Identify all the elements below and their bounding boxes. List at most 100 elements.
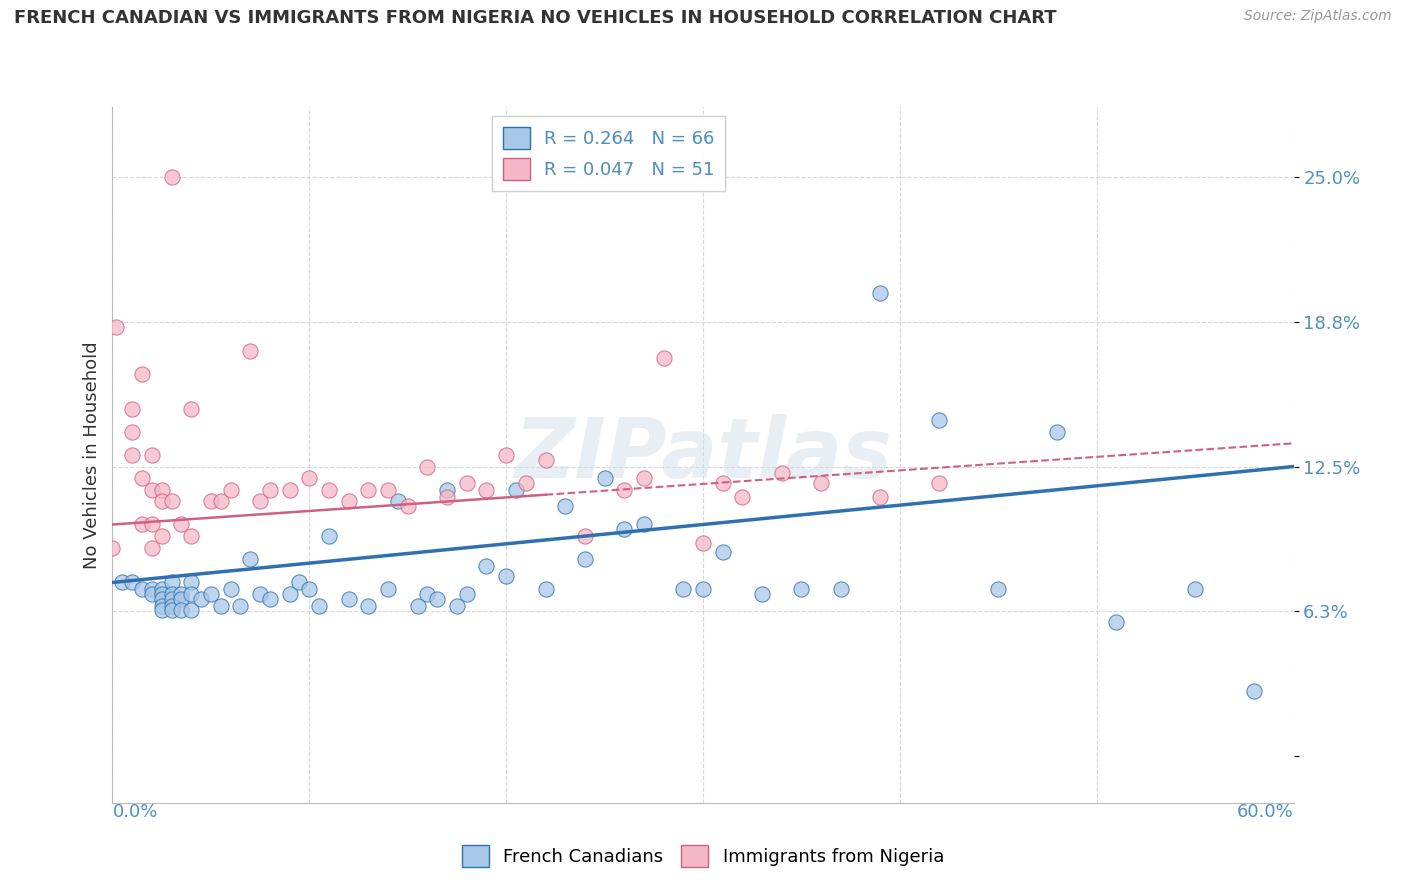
Point <box>150 599 173 613</box>
Point <box>160 169 183 184</box>
Point <box>495 448 517 462</box>
Point <box>111 575 134 590</box>
Point <box>141 448 163 462</box>
Point <box>337 591 360 606</box>
Point <box>505 483 527 497</box>
Point <box>141 541 163 555</box>
Point <box>869 285 891 300</box>
Point <box>170 603 193 617</box>
Point <box>121 401 143 416</box>
Point <box>711 545 734 559</box>
Point <box>298 582 321 597</box>
Point <box>692 582 714 597</box>
Point <box>131 517 153 532</box>
Y-axis label: No Vehicles in Household: No Vehicles in Household <box>83 341 101 569</box>
Text: Source: ZipAtlas.com: Source: ZipAtlas.com <box>1244 9 1392 23</box>
Point <box>377 483 399 497</box>
Point <box>377 582 399 597</box>
Point <box>239 552 262 566</box>
Point <box>416 459 439 474</box>
Point <box>652 351 675 365</box>
Point <box>141 517 163 532</box>
Point <box>692 536 714 550</box>
Point <box>288 575 311 590</box>
Point <box>554 499 576 513</box>
Point <box>150 483 173 497</box>
Point <box>180 401 202 416</box>
Point <box>387 494 409 508</box>
Point <box>426 591 449 606</box>
Point <box>141 483 163 497</box>
Point <box>200 587 222 601</box>
Point <box>495 568 517 582</box>
Point <box>131 471 153 485</box>
Point <box>180 575 202 590</box>
Text: 0.0%: 0.0% <box>112 803 157 821</box>
Point <box>987 582 1010 597</box>
Point <box>1105 615 1128 629</box>
Point <box>170 591 193 606</box>
Legend: French Canadians, Immigrants from Nigeria: French Canadians, Immigrants from Nigeri… <box>454 838 952 874</box>
Point <box>105 320 128 334</box>
Point <box>170 587 193 601</box>
Legend: R = 0.264   N = 66, R = 0.047   N = 51: R = 0.264 N = 66, R = 0.047 N = 51 <box>492 116 725 191</box>
Point <box>160 591 183 606</box>
Point <box>1046 425 1069 439</box>
Text: 60.0%: 60.0% <box>1237 803 1294 821</box>
Point <box>249 587 271 601</box>
Point <box>190 591 212 606</box>
Point <box>613 522 636 536</box>
Point <box>308 599 330 613</box>
Point <box>810 475 832 490</box>
Point <box>209 494 232 508</box>
Point <box>357 599 380 613</box>
Point <box>613 483 636 497</box>
Point <box>830 582 852 597</box>
Point <box>475 483 498 497</box>
Point <box>170 517 193 532</box>
Point <box>219 483 242 497</box>
Point <box>259 483 281 497</box>
Point <box>515 475 537 490</box>
Point <box>574 552 596 566</box>
Point <box>180 603 202 617</box>
Point <box>121 575 143 590</box>
Point <box>456 475 478 490</box>
Point <box>456 587 478 601</box>
Point <box>131 582 153 597</box>
Point <box>790 582 813 597</box>
Text: FRENCH CANADIAN VS IMMIGRANTS FROM NIGERIA NO VEHICLES IN HOUSEHOLD CORRELATION : FRENCH CANADIAN VS IMMIGRANTS FROM NIGER… <box>14 9 1057 27</box>
Point <box>337 494 360 508</box>
Point <box>239 343 262 358</box>
Point <box>475 559 498 574</box>
Point <box>121 425 143 439</box>
Point <box>209 599 232 613</box>
Point <box>436 483 458 497</box>
Point <box>180 529 202 543</box>
Point <box>160 587 183 601</box>
Point <box>318 529 340 543</box>
Text: ZIPatlas: ZIPatlas <box>515 415 891 495</box>
Point <box>711 475 734 490</box>
Point <box>298 471 321 485</box>
Point <box>278 483 301 497</box>
Point <box>357 483 380 497</box>
Point <box>160 603 183 617</box>
Point <box>150 603 173 617</box>
Point <box>928 413 950 427</box>
Point <box>770 467 793 481</box>
Point <box>131 367 153 381</box>
Point <box>534 452 557 467</box>
Point <box>731 490 754 504</box>
Point <box>633 471 655 485</box>
Point <box>416 587 439 601</box>
Point <box>928 475 950 490</box>
Point <box>249 494 271 508</box>
Point <box>396 499 419 513</box>
Point <box>436 490 458 504</box>
Point <box>1243 684 1265 698</box>
Point <box>751 587 773 601</box>
Point <box>219 582 242 597</box>
Point <box>150 494 173 508</box>
Point <box>150 591 173 606</box>
